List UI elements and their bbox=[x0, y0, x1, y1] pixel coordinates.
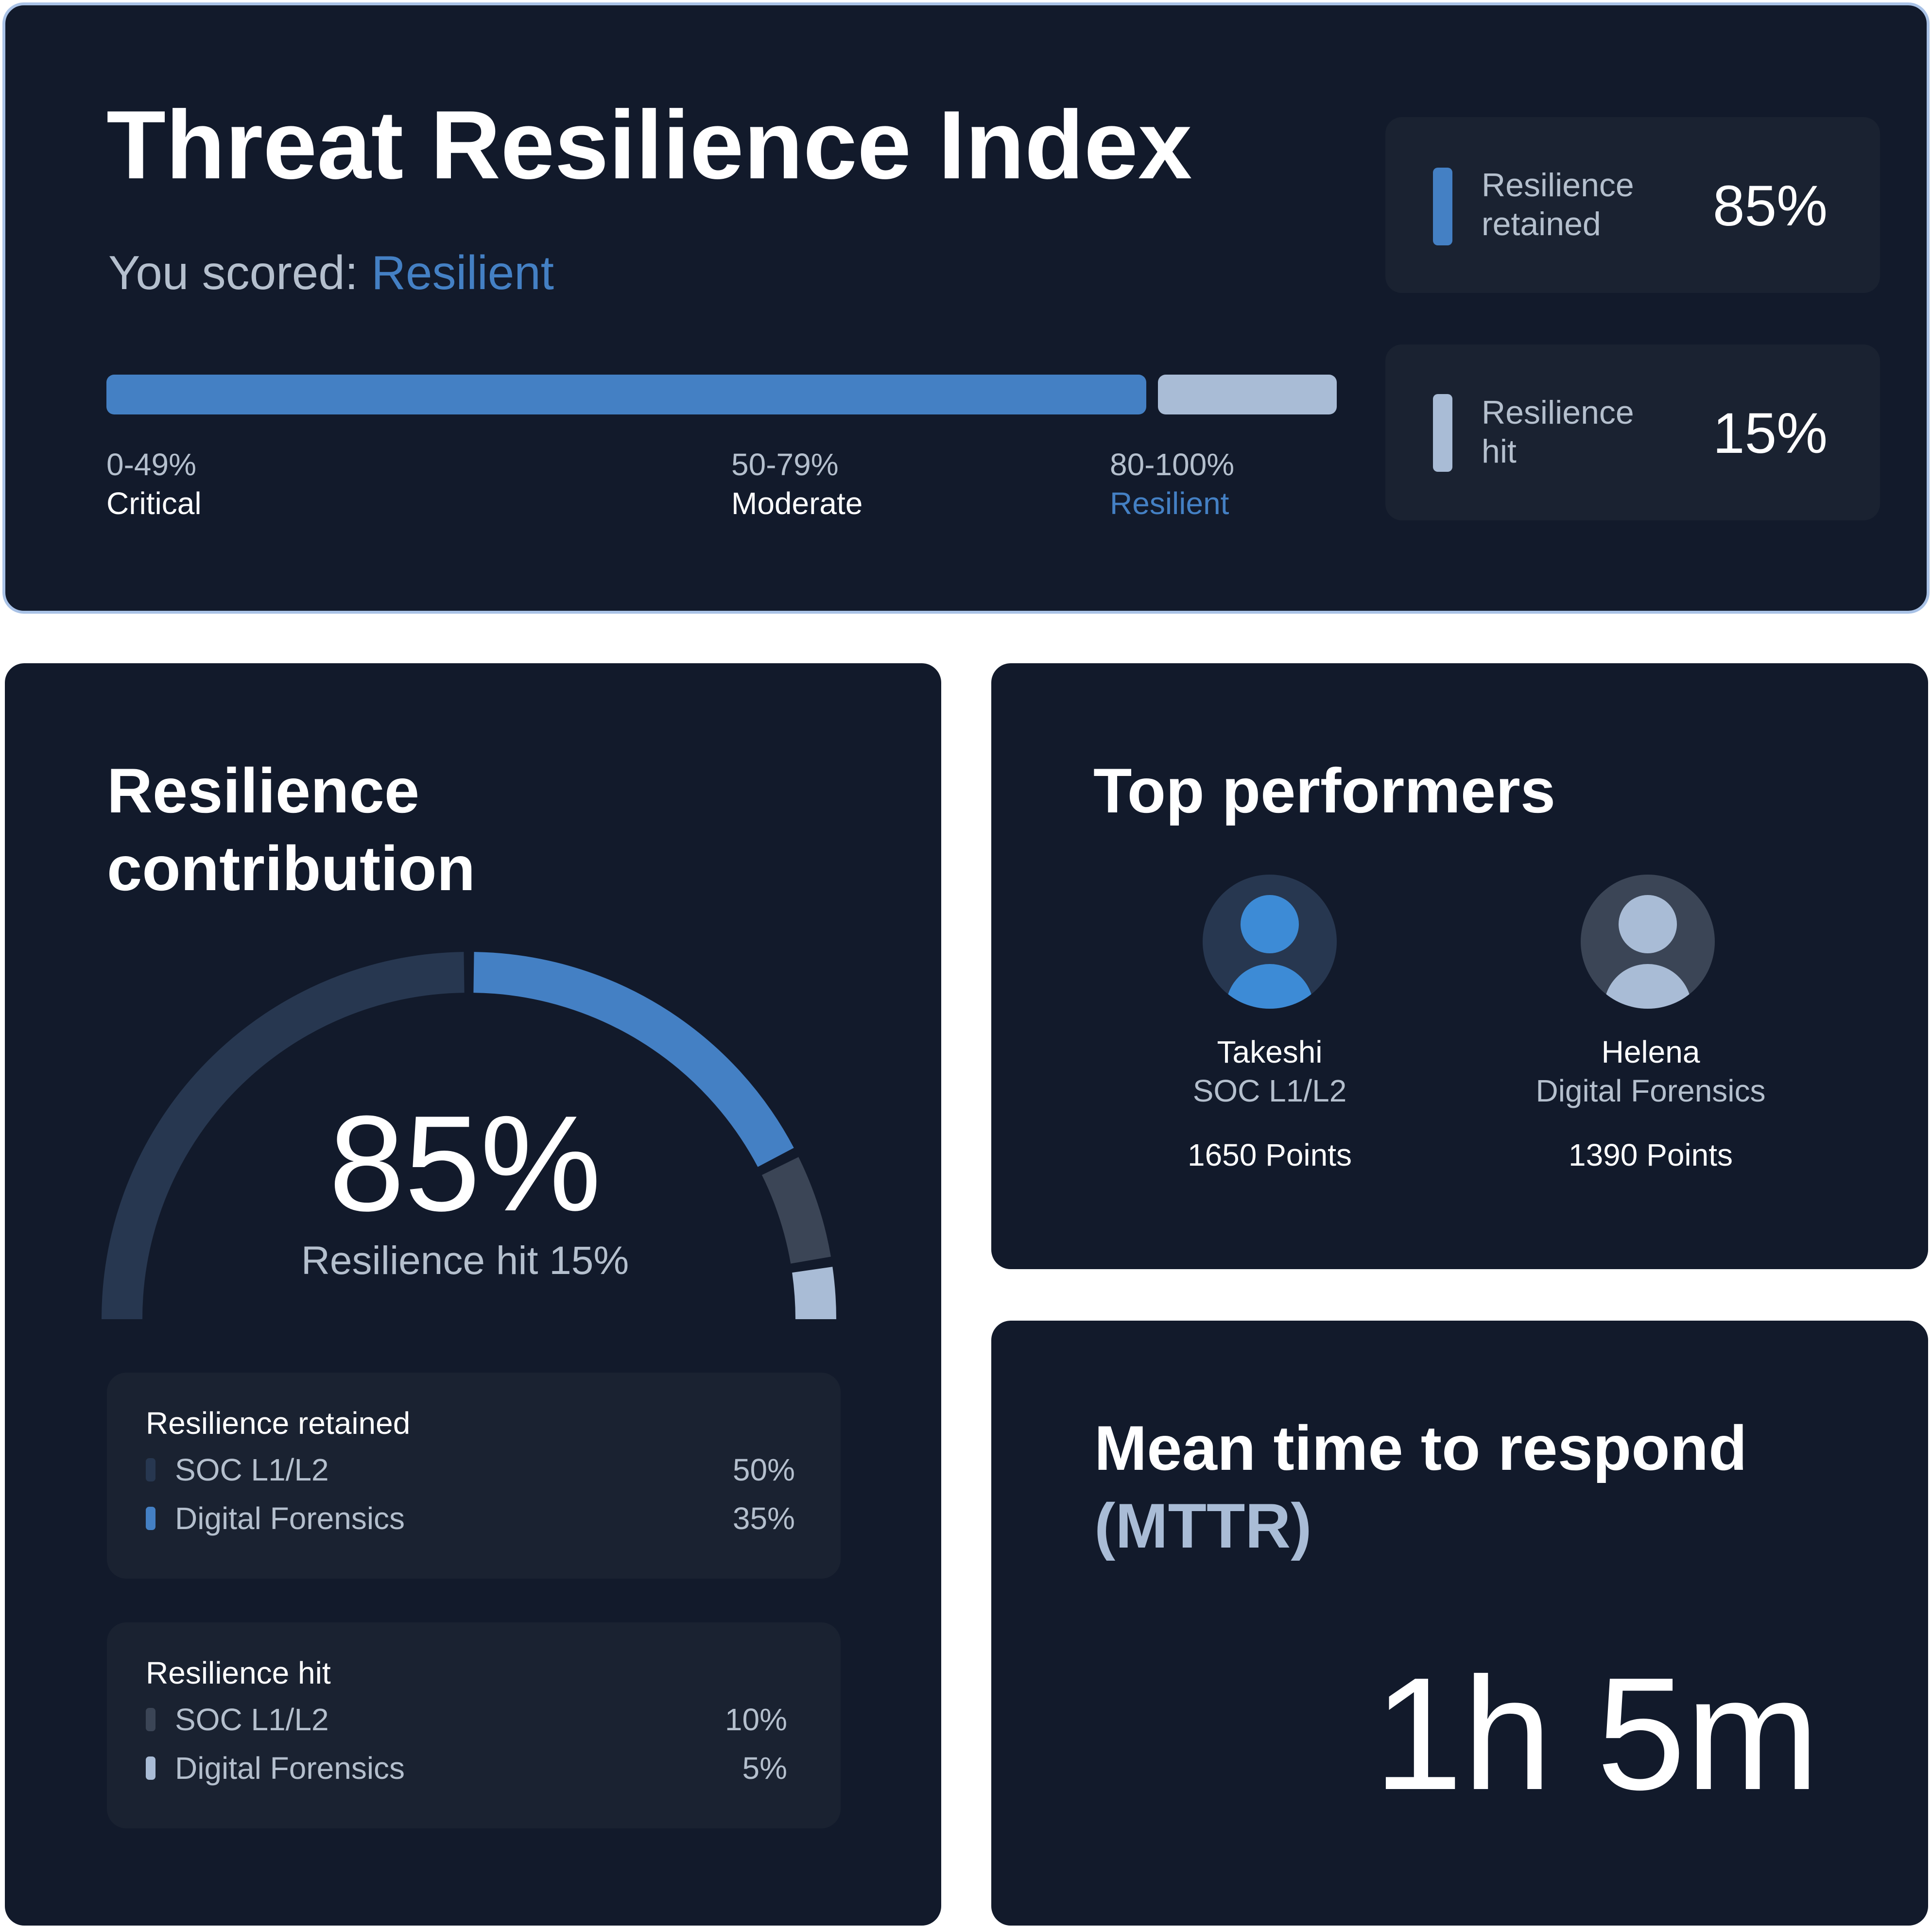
avatar-head bbox=[1619, 895, 1677, 953]
stat-hit-swatch bbox=[1433, 394, 1452, 472]
hit-soc-swatch bbox=[146, 1708, 155, 1731]
stat-retained-value: 85% bbox=[1712, 174, 1828, 238]
stat-hit-value: 15% bbox=[1712, 401, 1828, 465]
performer-2-role: Digital Forensics bbox=[1535, 1073, 1766, 1108]
stat-retained-label-2: retained bbox=[1482, 206, 1601, 242]
index-title: Threat Resilience Index bbox=[106, 91, 1192, 199]
retained-forensics-value: 35% bbox=[732, 1501, 795, 1536]
retained-forensics-label: Digital Forensics bbox=[175, 1501, 405, 1536]
performer-2-points: 1390 Points bbox=[1568, 1137, 1733, 1172]
mttr-title-line-1: Mean time to respond bbox=[1094, 1412, 1747, 1483]
threat-resilience-index-card: Threat Resilience Index You scored: Resi… bbox=[2, 2, 1930, 614]
range-resilient-label: Resilient bbox=[1110, 486, 1229, 521]
retained-breakdown: Resilience retained SOC L1/L2 50% Digita… bbox=[107, 1373, 841, 1579]
performer-1-points: 1650 Points bbox=[1187, 1137, 1352, 1172]
retained-soc-label: SOC L1/L2 bbox=[175, 1452, 329, 1487]
retained-heading: Resilience retained bbox=[146, 1406, 411, 1441]
gauge-segment-retained-soc bbox=[102, 952, 465, 1320]
stat-retained-box: Resilience retained 85% bbox=[1385, 117, 1880, 293]
stat-retained-swatch bbox=[1433, 168, 1452, 245]
hit-soc-value: 10% bbox=[724, 1702, 787, 1737]
retained-soc-swatch bbox=[146, 1458, 155, 1481]
resilience-contribution-card: Resilience contribution 85% Resilience h… bbox=[5, 663, 941, 1926]
range-critical-value: 0-49% bbox=[106, 447, 196, 482]
gauge-segment-hit-forensics bbox=[792, 1267, 836, 1320]
user-avatar-icon bbox=[1581, 875, 1715, 1009]
score-line: You scored: Resilient bbox=[108, 243, 554, 302]
mttr-card: Mean time to respond (MTTR) 1h 5m bbox=[991, 1321, 1928, 1926]
retained-soc-value: 50% bbox=[732, 1452, 795, 1487]
hit-forensics-swatch bbox=[146, 1756, 155, 1780]
top-performers-card: Top performers Takeshi SOC L1/L2 1650 Po… bbox=[991, 663, 1928, 1269]
performer-1-role: SOC L1/L2 bbox=[1192, 1073, 1347, 1108]
retained-forensics-swatch bbox=[146, 1507, 155, 1530]
top-performers-title: Top performers bbox=[1093, 755, 1556, 826]
avatar-head bbox=[1241, 895, 1299, 953]
score-bar-retained bbox=[106, 375, 1146, 414]
stat-hit-label-1: Resilience bbox=[1482, 394, 1634, 431]
contribution-title-line-2: contribution bbox=[107, 833, 476, 904]
mttr-value: 1h 5m bbox=[1373, 1644, 1819, 1823]
score-value: Resilient bbox=[371, 246, 554, 299]
avatar-body bbox=[1604, 964, 1691, 1009]
range-resilient-value: 80-100% bbox=[1110, 447, 1235, 482]
hit-soc-label: SOC L1/L2 bbox=[175, 1702, 329, 1737]
range-moderate-label: Moderate bbox=[731, 486, 863, 521]
stat-hit-box: Resilience hit 15% bbox=[1385, 344, 1880, 520]
hit-forensics-value: 5% bbox=[742, 1751, 788, 1786]
range-critical-label: Critical bbox=[106, 486, 202, 521]
stat-retained-label-1: Resilience bbox=[1482, 167, 1634, 204]
performer-2-name: Helena bbox=[1601, 1034, 1700, 1069]
resilience-gauge bbox=[102, 952, 836, 1320]
score-prefix: You scored: bbox=[108, 246, 372, 299]
gauge-big-value: 85% bbox=[328, 1088, 602, 1239]
gauge-segment-hit-soc bbox=[761, 1157, 831, 1264]
score-bar-hit bbox=[1158, 375, 1337, 414]
user-avatar-icon bbox=[1203, 875, 1337, 1009]
avatar-body bbox=[1226, 964, 1313, 1009]
hit-forensics-label: Digital Forensics bbox=[175, 1751, 405, 1786]
contribution-title-line-1: Resilience bbox=[107, 755, 420, 826]
mttr-title-line-2: (MTTR) bbox=[1094, 1490, 1312, 1561]
hit-breakdown: Resilience hit SOC L1/L2 10% Digital For… bbox=[107, 1622, 841, 1828]
gauge-segment-retained-forensics bbox=[473, 952, 794, 1167]
performer-1-name: Takeshi bbox=[1217, 1034, 1323, 1069]
hit-heading: Resilience hit bbox=[146, 1655, 331, 1690]
range-moderate-value: 50-79% bbox=[731, 447, 839, 482]
stat-hit-label-2: hit bbox=[1482, 433, 1517, 470]
gauge-sub-label: Resilience hit 15% bbox=[301, 1239, 629, 1283]
